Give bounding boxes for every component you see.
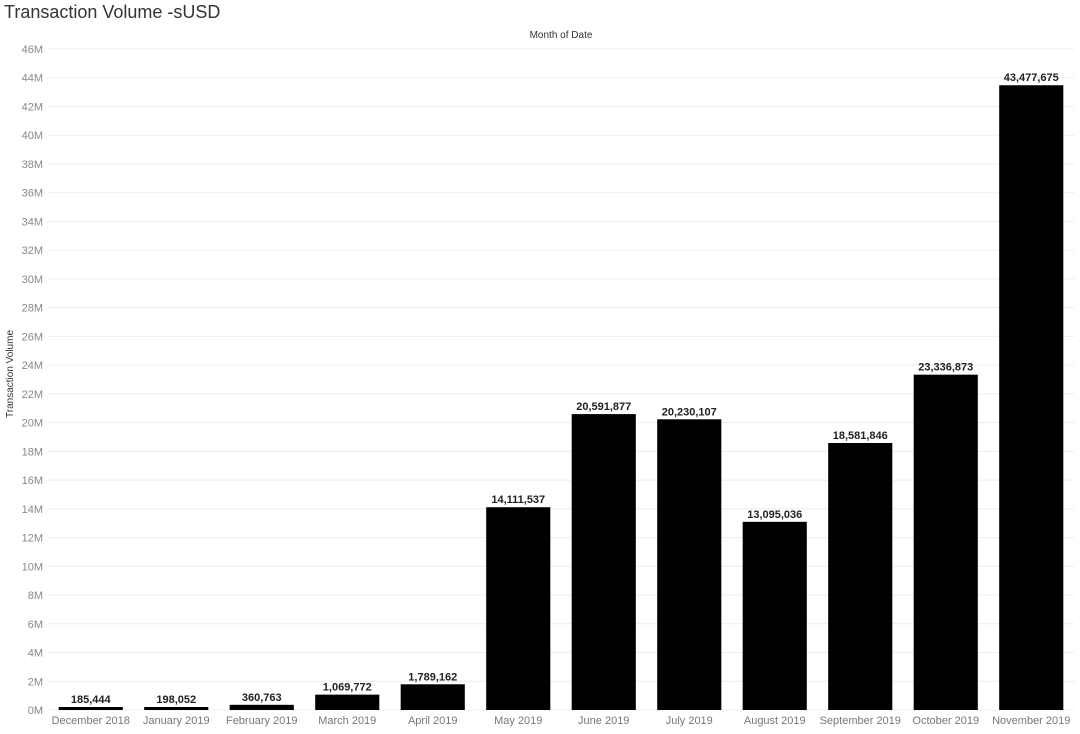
x-tick-label: April 2019	[408, 715, 458, 727]
data-label: 13,095,036	[747, 509, 802, 521]
y-tick-label: 8M	[28, 590, 43, 602]
data-label: 360,763	[242, 692, 282, 704]
data-label: 23,336,873	[918, 362, 973, 374]
x-tick-label: October 2019	[912, 715, 979, 727]
data-label: 20,230,107	[662, 406, 717, 418]
x-tick-label: May 2019	[494, 715, 542, 727]
y-axis-ticks: 0M 2M 4M 6M 8M 10M 12M 14M 16M 18M 20M 22M 24M 26M 28M…	[22, 44, 43, 717]
y-tick-label: 22M	[22, 389, 43, 401]
data-label: 20,591,877	[576, 401, 631, 413]
x-axis-title: Month of Date	[530, 30, 593, 41]
y-tick-label: 16M	[22, 475, 43, 487]
data-label: 1,069,772	[323, 682, 372, 694]
data-label: 43,477,675	[1004, 72, 1059, 84]
x-tick-label: September 2019	[820, 715, 901, 727]
y-axis-title: Transaction Volume	[5, 330, 16, 418]
y-tick-label: 20M	[22, 418, 43, 430]
bar	[315, 694, 380, 710]
x-tick-label: July 2019	[666, 715, 713, 727]
bars	[58, 85, 1064, 711]
y-tick-label: 12M	[22, 533, 43, 545]
data-label: 18,581,846	[833, 430, 888, 442]
data-label: 185,444	[71, 694, 112, 706]
gridlines	[48, 48, 1074, 711]
bar	[742, 521, 807, 710]
y-tick-label: 2M	[28, 676, 43, 688]
y-tick-label: 18M	[22, 446, 43, 458]
x-tick-label: January 2019	[143, 715, 210, 727]
y-tick-label: 10M	[22, 561, 43, 573]
y-tick-label: 6M	[28, 619, 43, 631]
x-axis-ticks: December 2018 January 2019 February 2019 Ma…	[52, 715, 1071, 727]
y-tick-label: 32M	[22, 245, 43, 257]
y-tick-label: 0M	[28, 705, 43, 717]
bar	[229, 704, 294, 710]
x-tick-label: August 2019	[744, 715, 806, 727]
y-tick-label: 14M	[22, 504, 43, 516]
y-tick-label: 36M	[22, 188, 43, 200]
bar	[913, 374, 978, 710]
bar	[400, 684, 465, 710]
y-tick-label: 42M	[22, 101, 43, 113]
x-tick-label: November 2019	[992, 715, 1070, 727]
x-tick-label: February 2019	[226, 715, 298, 727]
bar	[828, 442, 893, 710]
bar	[999, 85, 1064, 711]
y-tick-label: 28M	[22, 303, 43, 315]
data-label: 14,111,537	[491, 494, 545, 506]
y-tick-label: 34M	[22, 216, 43, 228]
y-tick-label: 46M	[22, 44, 43, 56]
data-label: 1,789,162	[408, 671, 457, 683]
y-tick-label: 4M	[28, 648, 43, 660]
data-label: 198,052	[156, 694, 196, 706]
bar	[486, 507, 551, 710]
y-tick-label: 30M	[22, 274, 43, 286]
y-tick-label: 26M	[22, 331, 43, 343]
x-tick-label: June 2019	[578, 715, 629, 727]
y-tick-label: 44M	[22, 73, 43, 85]
y-tick-label: 40M	[22, 130, 43, 142]
bar	[144, 707, 209, 710]
bar	[58, 707, 123, 710]
x-tick-label: March 2019	[318, 715, 376, 727]
bar	[657, 419, 722, 710]
x-tick-label: December 2018	[52, 715, 130, 727]
bar	[571, 414, 636, 710]
data-labels: 185,444 198,052 360,763 1,069,772 1,789,162 1…	[71, 72, 1059, 706]
y-tick-label: 38M	[22, 159, 43, 171]
y-tick-label: 24M	[22, 360, 43, 372]
chart-title: Transaction Volume -sUSD	[4, 2, 221, 22]
